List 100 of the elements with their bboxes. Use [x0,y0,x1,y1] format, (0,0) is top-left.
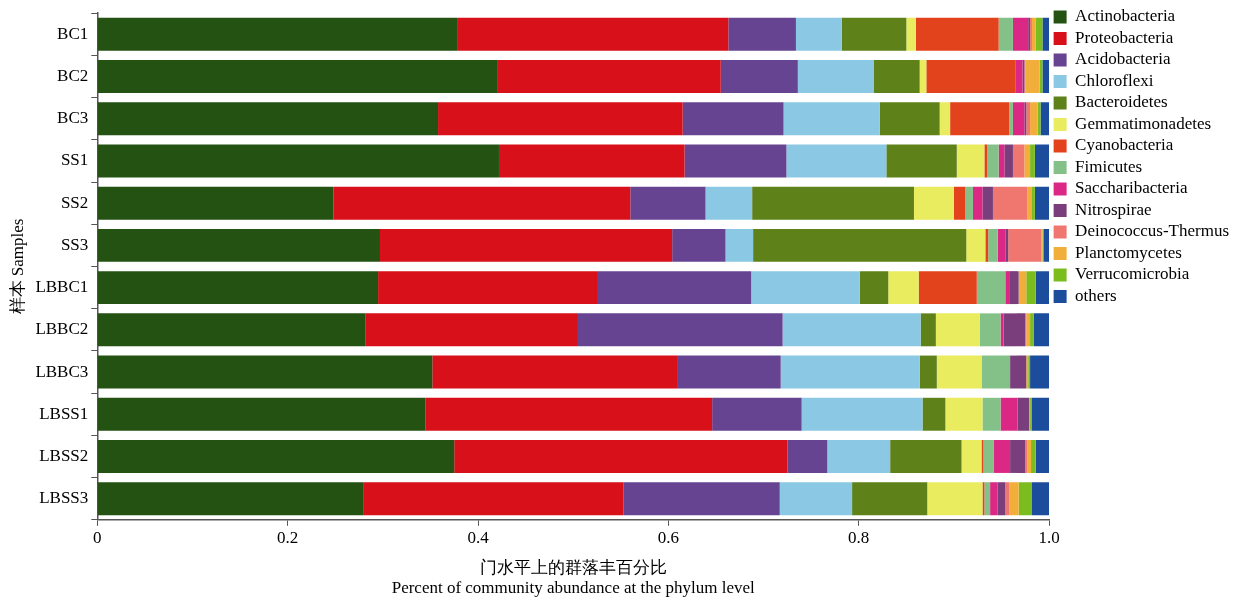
bar [379,228,673,262]
legend-label: Chloroflexi [1075,70,1154,90]
bar [97,144,499,178]
bar [926,60,1016,93]
legend-label: Actinobacteria [1075,6,1176,26]
bar [97,60,498,93]
bar [1030,144,1035,178]
bar [1031,17,1036,51]
bar [1031,440,1036,473]
bar [1017,397,1030,431]
bar [630,186,706,220]
y-tick-label: BC3 [57,108,89,128]
bar [1027,186,1032,220]
bar [886,144,957,178]
bar [997,228,1006,262]
bar [751,271,860,305]
bar [966,228,986,262]
x-tick-label: 0.4 [467,528,490,548]
bar [363,482,624,516]
bar [783,102,880,136]
y-tick-label: SS3 [60,234,89,254]
bar [378,271,598,305]
bar [1031,482,1050,516]
bar [497,60,721,93]
legend-label: Nitrospirae [1075,199,1152,219]
bar [454,440,788,473]
bar [97,313,366,347]
bar [97,271,379,305]
bar [457,17,729,51]
bar [1005,228,1009,262]
bar [956,144,985,178]
bar [1012,17,1029,51]
bar [1030,313,1034,347]
bar [97,228,380,262]
x-tick-label: 0.6 [657,528,680,548]
bar [990,482,998,516]
bar [1030,355,1050,389]
bar [981,355,1011,389]
bar [1035,440,1050,473]
bar [915,17,999,51]
bar [988,228,998,262]
bar [920,313,936,347]
y-tick-label: LBBC1 [35,277,89,297]
bar [1008,228,1042,262]
bar [682,102,784,136]
bar [1031,186,1035,220]
bar [365,313,578,347]
bar [1043,228,1050,262]
bar [795,17,842,51]
bar [979,313,1001,347]
bar [787,440,828,473]
bar [752,186,914,220]
bar [982,186,993,220]
bar [1042,17,1050,51]
bar [672,228,726,262]
bar [677,355,781,389]
bar [998,17,1013,51]
bar [972,186,983,220]
bar [1012,144,1025,178]
legend-label: Gemmatimonadetes [1075,113,1212,133]
bar [797,60,874,93]
bar [597,271,752,305]
bar [939,102,951,136]
bar [1000,397,1018,431]
y-tick-label: LBSS2 [39,445,89,465]
bar [993,440,1011,473]
bar [984,144,988,178]
legend-label: Acidobacteria [1075,49,1171,69]
bar [1018,271,1027,305]
bar [1005,271,1010,305]
bar [1009,271,1019,305]
bar [906,17,916,51]
bar [753,228,967,262]
bar [97,186,334,220]
bar [879,102,940,136]
bar [1026,102,1031,136]
legend-label: Bacteroidetes [1075,92,1168,112]
bar [432,355,678,389]
x-tick-label: 1.0 [1038,528,1060,548]
bar [913,186,954,220]
y-tick-label: LBBC2 [35,319,89,339]
legend-label: Planctomycetes [1075,242,1182,262]
bar [873,60,920,93]
bar [997,482,1006,516]
bar [498,144,685,178]
bar [945,397,983,431]
bar [1035,271,1050,305]
bar [438,102,683,136]
bar [1005,482,1010,516]
bar [983,440,994,473]
bar [97,355,433,389]
bar [780,355,920,389]
bar [1035,17,1043,51]
bar [801,397,923,431]
legend-label: Fimicutes [1075,156,1143,176]
bar [786,144,887,178]
bar [927,482,983,516]
bar [950,102,1010,136]
bar [1030,102,1038,136]
bar [888,271,919,305]
